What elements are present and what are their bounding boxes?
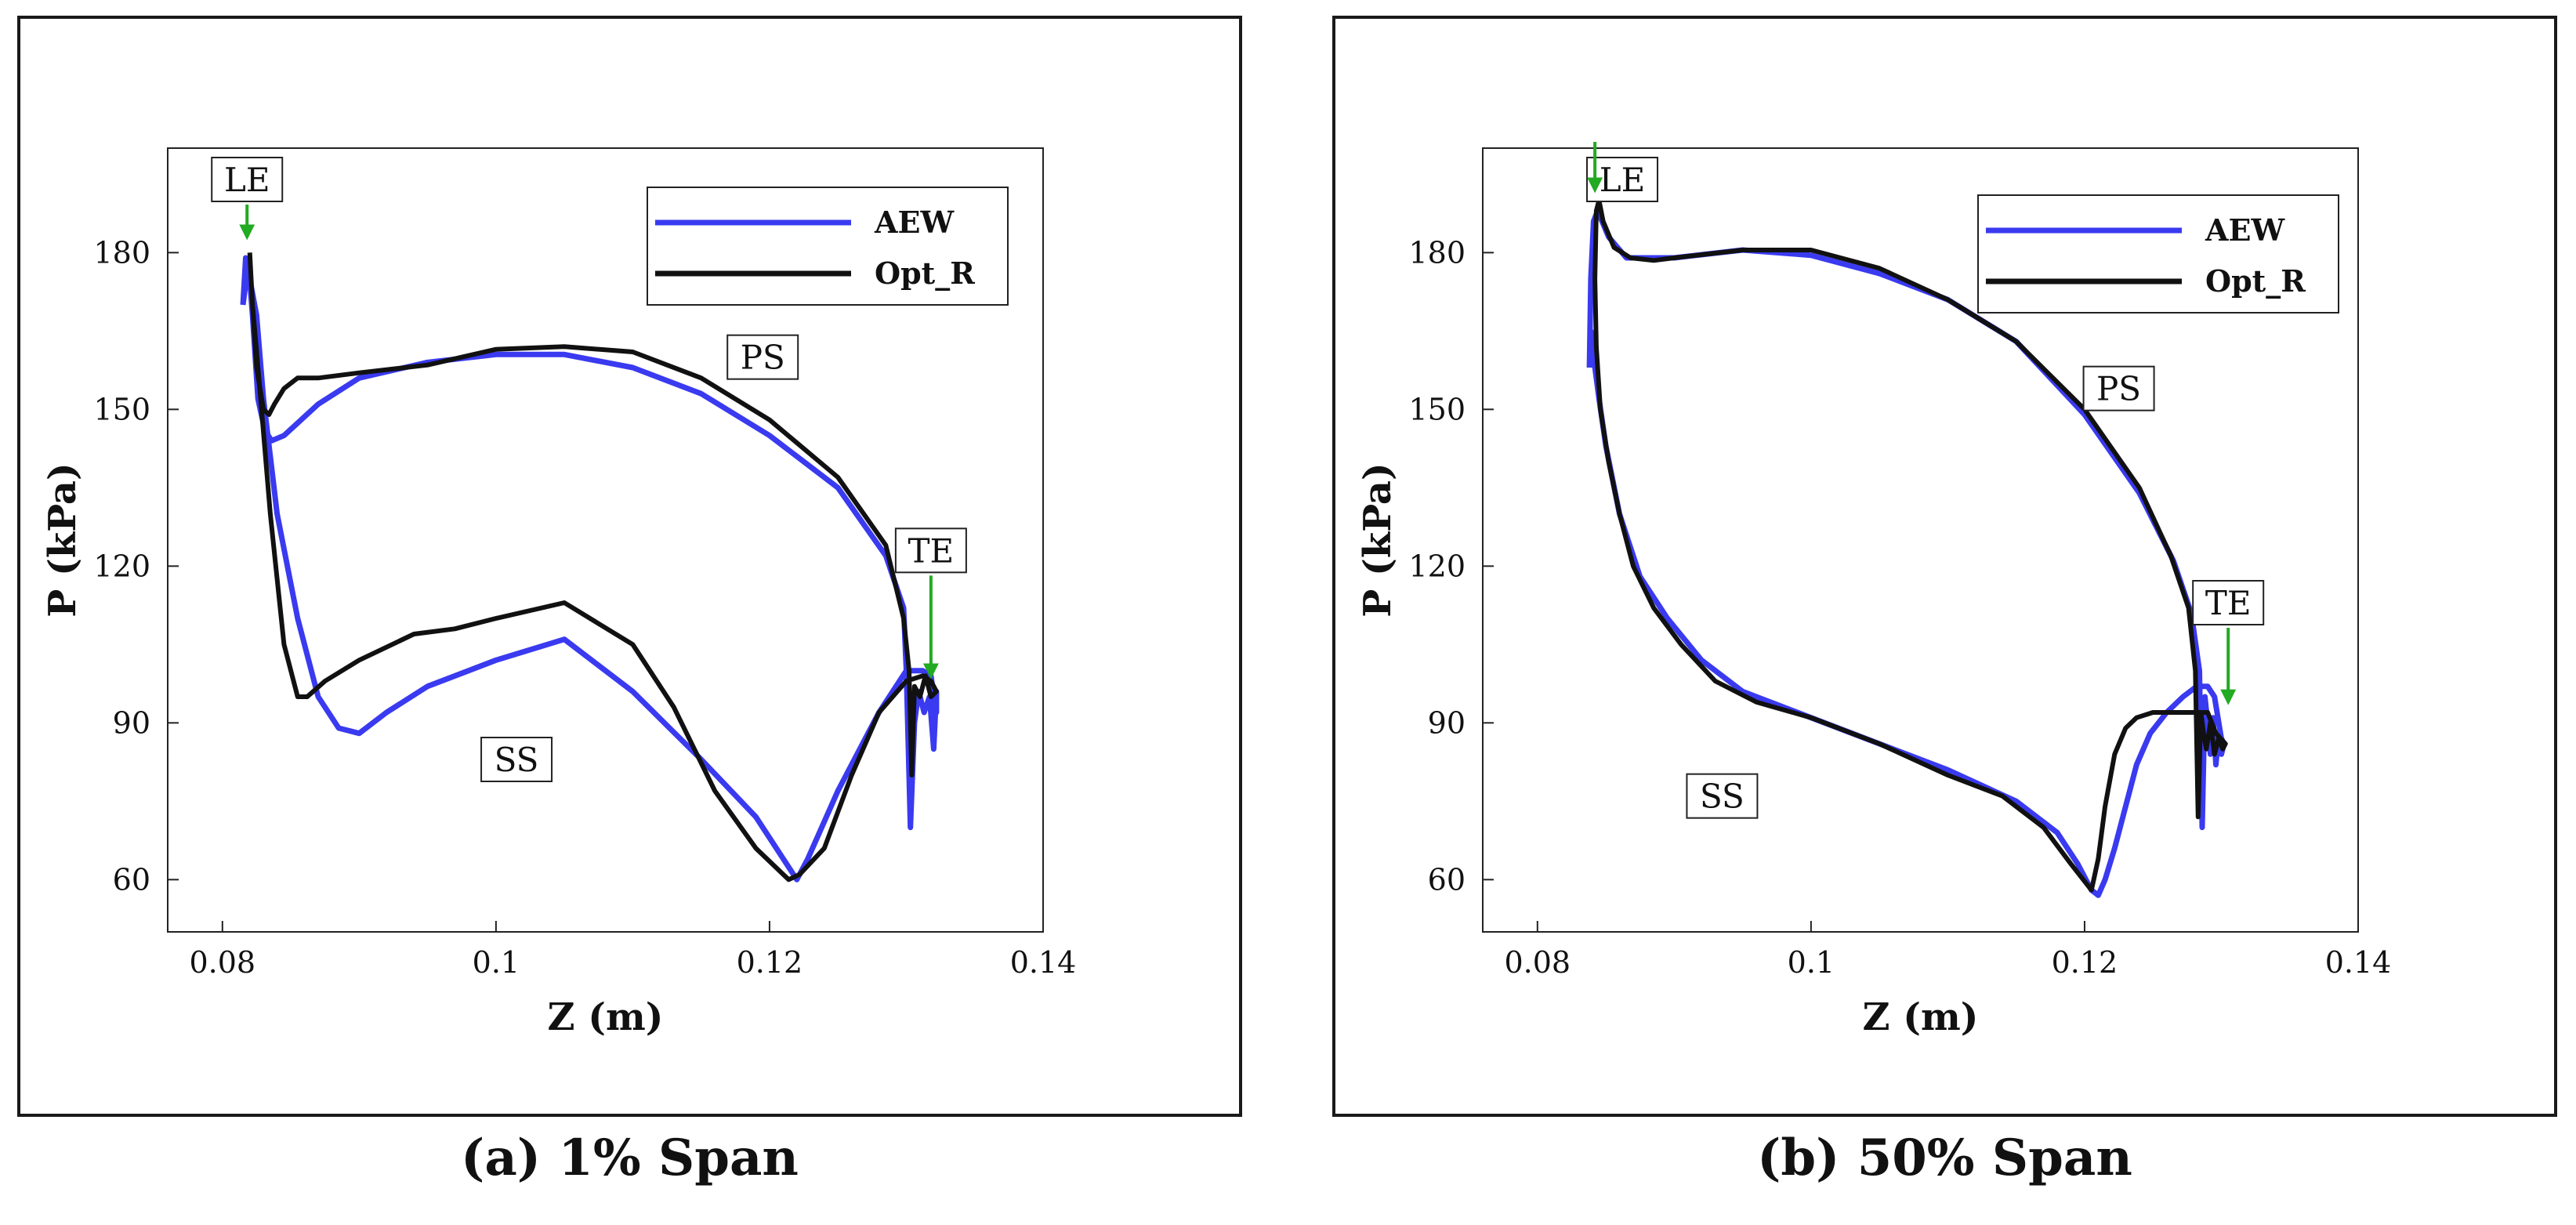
chart-b-xtick-label: 0.14: [2325, 945, 2392, 980]
caption-a: (a) 1% Span: [461, 1129, 799, 1187]
chart-b-x-axis-label: Z (m): [1863, 995, 1979, 1039]
chart-panel-b: 0.08 0.1 0.12 0.14 60 90 120 150 180 Z (m) P (kPa)…: [1332, 16, 2557, 1117]
chart-b-legend-label: AEW: [2205, 212, 2285, 248]
caption-b: (b) 50% Span: [1757, 1129, 2132, 1187]
chart-a-plot-frame: [167, 147, 1044, 933]
chart-a-xtick-label: 0.12: [737, 945, 803, 980]
chart-b-ytick-label: 60: [1428, 862, 1466, 897]
chart-b-annotation-le: LE: [1586, 157, 1659, 202]
chart-a-annotation-ps: PS: [726, 334, 799, 380]
chart-a-annotation-ss: SS: [480, 737, 553, 782]
chart-b-legend: [1977, 194, 2339, 313]
chart-b-xtick-label: 0.1: [1788, 945, 1835, 980]
chart-b-y-axis-label: P (kPa): [1356, 462, 1400, 617]
chart-a-x-axis-label: Z (m): [548, 995, 664, 1039]
chart-a-xtick-label: 0.14: [1010, 945, 1077, 980]
chart-b-annotation-label: PS: [2096, 370, 2141, 408]
chart-a-svg: 0.08 0.1 0.12 0.14 60 90 120 150 180 Z (m) P (kPa)…: [41, 147, 1077, 1039]
chart-a-xtick-label: 0.08: [190, 945, 256, 980]
chart-a-legend-label: AEW: [874, 205, 955, 240]
chart-a-annotation-le: LE: [211, 157, 284, 202]
chart-b-annotation-ps: PS: [2082, 365, 2155, 411]
chart-a-legend: [647, 187, 1009, 306]
chart-b-annotation-te: TE: [2192, 580, 2265, 625]
chart-b-ytick-label: 90: [1428, 705, 1466, 740]
chart-b-annotation-ss: SS: [1686, 773, 1759, 819]
chart-b-ytick-label: 120: [1408, 549, 1466, 583]
chart-a-annotation-label: PS: [741, 339, 785, 377]
chart-b-plot-frame: [1482, 147, 2359, 933]
chart-panel-a: 0.08 0.1 0.12 0.14 60 90 120 150 180 Z (m) P (kPa)…: [17, 16, 1242, 1117]
chart-a-ytick-label: 60: [113, 862, 150, 897]
chart-a-series-opt-r: [247, 252, 939, 883]
chart-a-ytick-label: 180: [93, 235, 150, 270]
chart-a-annotation-label: TE: [908, 531, 955, 570]
chart-b-ytick-label: 150: [1408, 392, 1466, 426]
chart-a-annotation-te: TE: [894, 527, 967, 574]
chart-b-ytick-label: 180: [1408, 235, 1466, 270]
chart-b-series-opt-r: [1592, 198, 2228, 893]
chart-b-annotation-label: TE: [2205, 584, 2252, 622]
chart-a-series-aew: [240, 255, 940, 883]
chart-b-legend-label: Opt_R: [2205, 263, 2306, 299]
chart-a-annotation-label: LE: [224, 161, 270, 199]
chart-b-annotation-label: SS: [1700, 777, 1745, 816]
chart-b-annotation-label: LE: [1600, 161, 1646, 199]
chart-a-ytick-label: 150: [93, 392, 150, 426]
chart-a-xtick-label: 0.1: [473, 945, 520, 980]
chart-a-ytick-label: 120: [93, 549, 150, 583]
chart-a-ytick-label: 90: [113, 705, 150, 740]
chart-a-y-axis-label: P (kPa): [41, 462, 85, 617]
chart-b-xtick-label: 0.08: [1505, 945, 1571, 980]
chart-b-xtick-label: 0.12: [2052, 945, 2118, 980]
chart-b-svg: 0.08 0.1 0.12 0.14 60 90 120 150 180 Z (m) P (kPa)…: [1356, 142, 2392, 1039]
chart-b-series-aew: [1586, 208, 2227, 898]
chart-a-legend-label: Opt_R: [875, 256, 975, 291]
chart-a-annotation-label: SS: [495, 741, 539, 779]
